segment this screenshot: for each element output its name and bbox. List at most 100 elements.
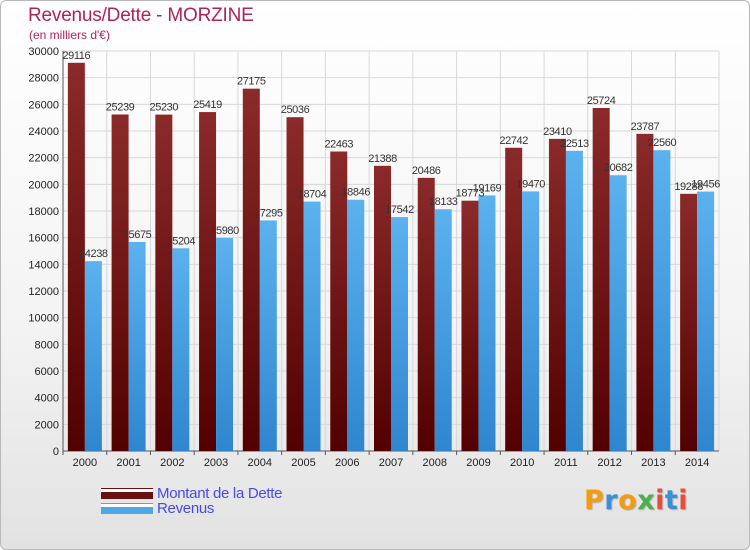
bar-dette bbox=[636, 133, 654, 451]
y-tick-label: 26000 bbox=[28, 99, 59, 111]
logo-letter: i bbox=[678, 485, 689, 516]
x-tick-label: 2008 bbox=[422, 457, 446, 469]
data-label-dette: 29116 bbox=[62, 50, 90, 62]
y-tick-label: 2000 bbox=[35, 419, 59, 431]
data-label-revenus: 17542 bbox=[385, 204, 414, 216]
data-label-revenus: 15675 bbox=[123, 229, 152, 241]
bar-revenus bbox=[478, 195, 496, 451]
bar-revenus bbox=[172, 248, 190, 451]
y-tick-label: 4000 bbox=[35, 393, 59, 405]
data-label-dette: 25239 bbox=[106, 101, 135, 113]
x-tick-label: 2006 bbox=[335, 457, 359, 469]
bar-revenus bbox=[609, 175, 627, 452]
bar-revenus bbox=[216, 237, 234, 451]
y-tick-label: 18000 bbox=[28, 206, 59, 218]
data-label-revenus: 15204 bbox=[167, 235, 196, 247]
data-label-revenus: 17295 bbox=[254, 207, 283, 219]
y-tick-label: 0 bbox=[53, 446, 59, 458]
bars bbox=[67, 62, 715, 452]
data-label-dette: 23787 bbox=[631, 121, 660, 133]
bar-dette bbox=[461, 200, 479, 451]
y-tick-label: 24000 bbox=[28, 126, 59, 138]
bar-dette bbox=[680, 193, 698, 451]
bar-revenus bbox=[391, 217, 408, 451]
bar-dette bbox=[242, 88, 260, 452]
bar-dette bbox=[592, 108, 610, 451]
x-tick-label: 2003 bbox=[204, 457, 228, 469]
y-tick-label: 14000 bbox=[28, 259, 59, 271]
data-label-dette: 25724 bbox=[587, 95, 616, 107]
bar-revenus bbox=[565, 150, 583, 451]
logo-letter: o bbox=[618, 485, 638, 516]
legend-label-dette: Montant de la Dette bbox=[157, 485, 283, 502]
x-tick-label: 2012 bbox=[597, 457, 621, 469]
bar-dette bbox=[67, 62, 85, 451]
bar-revenus bbox=[434, 209, 452, 451]
bar-revenus bbox=[347, 199, 365, 451]
data-label-revenus: 14238 bbox=[79, 248, 108, 260]
legend-label-revenus: Revenus bbox=[157, 500, 215, 517]
data-label-revenus: 18133 bbox=[429, 196, 458, 208]
logo-letter: t bbox=[664, 485, 679, 516]
data-label-dette: 23410 bbox=[543, 126, 572, 138]
bar-revenus bbox=[697, 191, 715, 451]
data-label-revenus: 22513 bbox=[560, 138, 589, 150]
x-tick-label: 2009 bbox=[466, 457, 490, 469]
x-tick-label: 2005 bbox=[291, 457, 315, 469]
bar-revenus bbox=[128, 242, 146, 451]
proxiti-logo: Proxiti bbox=[584, 485, 688, 516]
bar-revenus bbox=[303, 201, 321, 451]
data-label-revenus: 18704 bbox=[298, 189, 327, 201]
data-label-dette: 20486 bbox=[412, 165, 441, 177]
bar-dette bbox=[199, 112, 217, 451]
y-tick-label: 28000 bbox=[28, 73, 59, 85]
y-tick-label: 10000 bbox=[28, 313, 59, 325]
bar-dette bbox=[155, 114, 173, 451]
logo-letter: P bbox=[584, 485, 605, 516]
bar-dette bbox=[286, 117, 304, 451]
y-tick-label: 22000 bbox=[28, 153, 59, 165]
x-tick-label: 2011 bbox=[554, 457, 578, 469]
data-label-revenus: 19470 bbox=[516, 178, 545, 190]
data-label-dette: 22463 bbox=[324, 138, 353, 150]
logo-letter: x bbox=[637, 485, 656, 516]
x-tick-label: 2007 bbox=[379, 457, 403, 469]
bar-revenus bbox=[259, 220, 277, 451]
data-label-dette: 22742 bbox=[499, 135, 528, 147]
legend-swatch-dette bbox=[101, 488, 153, 499]
bar-dette bbox=[417, 177, 435, 451]
y-tick-label: 16000 bbox=[28, 233, 59, 245]
x-tick-label: 2002 bbox=[160, 457, 184, 469]
x-tick-label: 2010 bbox=[510, 457, 534, 469]
logo-letter: r bbox=[604, 485, 619, 516]
data-label-revenus: 19456 bbox=[691, 179, 720, 191]
bar-dette bbox=[111, 114, 129, 451]
chart-title: Revenus/Dette - MORZINE bbox=[28, 5, 254, 26]
bar-revenus bbox=[522, 191, 540, 451]
bar-dette bbox=[330, 151, 348, 451]
bar-dette bbox=[548, 138, 566, 451]
axes: 0 2000 4000 6000 8000 10000 12000 14000 16000 180… bbox=[28, 46, 719, 469]
y-tick-label: 8000 bbox=[35, 339, 59, 351]
data-label-dette: 27175 bbox=[237, 76, 266, 88]
data-label-revenus: 20682 bbox=[604, 162, 633, 174]
bar-revenus bbox=[84, 261, 102, 451]
legend-swatch-revenus bbox=[101, 503, 153, 514]
x-tick-label: 2014 bbox=[685, 457, 709, 469]
data-label-revenus: 22560 bbox=[648, 137, 677, 149]
bar-revenus bbox=[653, 150, 671, 451]
data-label-dette: 19288 bbox=[674, 181, 703, 193]
data-label-dette: 25419 bbox=[193, 99, 222, 111]
y-tick-label: 6000 bbox=[35, 366, 59, 378]
y-tick-label: 12000 bbox=[28, 286, 59, 298]
chart-subtitle: (en milliers d'€) bbox=[29, 28, 110, 42]
bar-dette bbox=[374, 165, 391, 451]
x-tick-label: 2004 bbox=[248, 457, 272, 469]
y-tick-label: 30000 bbox=[28, 46, 59, 58]
data-label-dette: 21388 bbox=[368, 153, 397, 165]
data-label-revenus: 18846 bbox=[341, 187, 370, 199]
data-label-dette: 18773 bbox=[456, 188, 485, 200]
x-tick-label: 2000 bbox=[73, 457, 97, 469]
